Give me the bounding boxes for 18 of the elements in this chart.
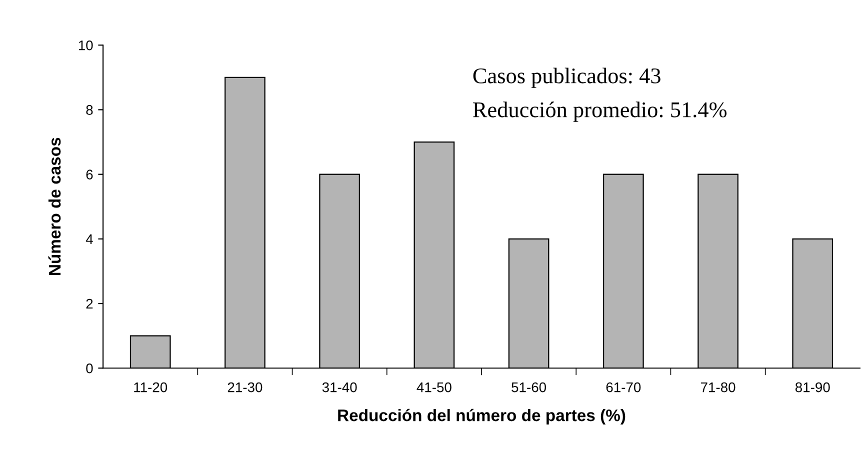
- y-tick-label: 4: [86, 234, 93, 244]
- x-tick-label: 71-80: [700, 382, 736, 392]
- annotation: Reducción promedio: 51.4%: [473, 102, 727, 122]
- x-tick-label: 11-20: [134, 382, 168, 392]
- x-tick-label: 21-30: [228, 382, 262, 392]
- x-tick-label: 51-60: [512, 382, 546, 392]
- x-axis-title: Reducción del número de partes (%): [338, 408, 626, 425]
- y-tick-label: 10: [78, 40, 93, 50]
- annotation: Casos publicados: 43: [473, 68, 660, 88]
- y-tick-label: 8: [86, 105, 93, 115]
- x-tick-label: 41-50: [416, 382, 452, 392]
- y-tick-label: 0: [86, 363, 93, 374]
- x-tick-label: 61-70: [606, 382, 641, 392]
- y-tick-label: 6: [86, 170, 93, 180]
- y-tick-label: 2: [86, 298, 93, 309]
- y-axis-title: Número de casos: [48, 138, 61, 275]
- x-tick-label: 81-90: [795, 382, 830, 392]
- x-tick-label: 31-40: [322, 382, 357, 392]
